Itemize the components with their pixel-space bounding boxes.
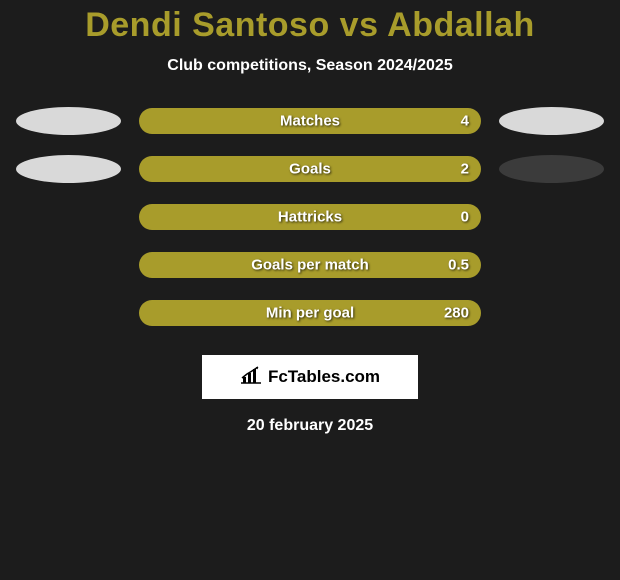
stat-value: 0.5 [448, 257, 469, 274]
stat-bar: Min per goal 280 [139, 300, 481, 326]
bar-chart-icon [240, 366, 262, 389]
stats-list: Matches 4 Goals 2 Hattricks 0 [0, 107, 620, 327]
stat-bar: Goals per match 0.5 [139, 252, 481, 278]
page-title: Dendi Santoso vs Abdallah [0, 6, 620, 45]
right-ellipse [499, 155, 604, 183]
brand-badge: FcTables.com [202, 355, 418, 399]
left-ellipse [16, 155, 121, 183]
infographic-container: Dendi Santoso vs Abdallah Club competiti… [0, 0, 620, 435]
stat-row: Hattricks 0 [0, 203, 620, 231]
stat-label: Matches [280, 113, 340, 130]
stat-row: Matches 4 [0, 107, 620, 135]
stat-row: Min per goal 280 [0, 299, 620, 327]
stat-value: 2 [461, 161, 469, 178]
date: 20 february 2025 [0, 417, 620, 435]
stat-label: Hattricks [278, 209, 342, 226]
stat-bar: Matches 4 [139, 108, 481, 134]
stat-row: Goals per match 0.5 [0, 251, 620, 279]
stat-value: 0 [461, 209, 469, 226]
stat-label: Goals [289, 161, 331, 178]
stat-label: Min per goal [266, 305, 354, 322]
stat-label: Goals per match [251, 257, 369, 274]
left-ellipse [16, 107, 121, 135]
stat-value: 4 [461, 113, 469, 130]
brand-text: FcTables.com [268, 367, 380, 387]
stat-bar: Goals 2 [139, 156, 481, 182]
right-ellipse [499, 107, 604, 135]
stat-row: Goals 2 [0, 155, 620, 183]
stat-bar: Hattricks 0 [139, 204, 481, 230]
subtitle: Club competitions, Season 2024/2025 [0, 57, 620, 75]
stat-value: 280 [444, 305, 469, 322]
